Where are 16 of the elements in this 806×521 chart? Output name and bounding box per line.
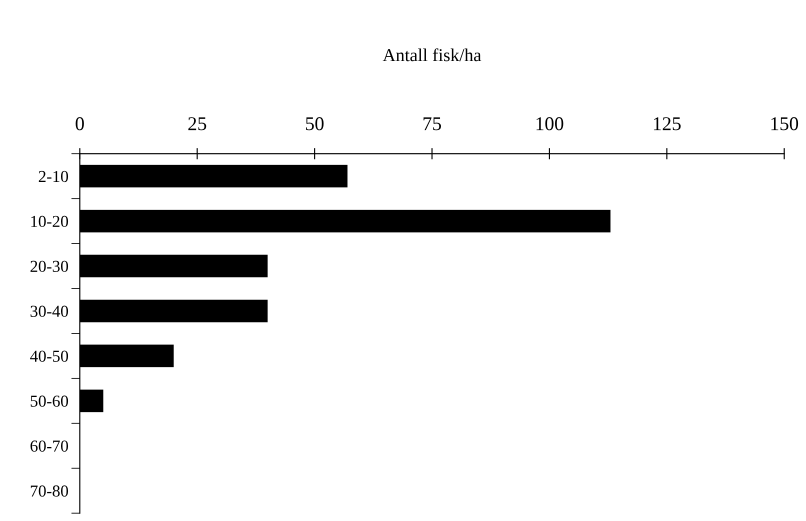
y-tick-label: 50-60 [30, 396, 68, 407]
y-tick-label: 70-80 [30, 485, 68, 497]
y-tick-label: 40-50 [30, 350, 68, 362]
y-tick-label: 30-40 [30, 306, 68, 317]
y-tick-label: 10-20 [31, 216, 68, 228]
y-tick-label: 60-70 [30, 440, 68, 452]
y-tick-label: 2-10 [38, 170, 68, 182]
x-tick-label: 125 [654, 117, 681, 130]
y-tick-label: 20-30 [30, 260, 68, 272]
x-tick-label: 150 [771, 117, 798, 130]
x-axis-title: Antall fisk/ha [382, 48, 482, 62]
x-tick-label: 75 [424, 117, 441, 130]
x-tick-label: 25 [188, 117, 206, 130]
x-tick-label: 100 [536, 117, 564, 130]
x-tick-label: 50 [306, 117, 324, 130]
x-tick-label: 0 [76, 117, 84, 130]
